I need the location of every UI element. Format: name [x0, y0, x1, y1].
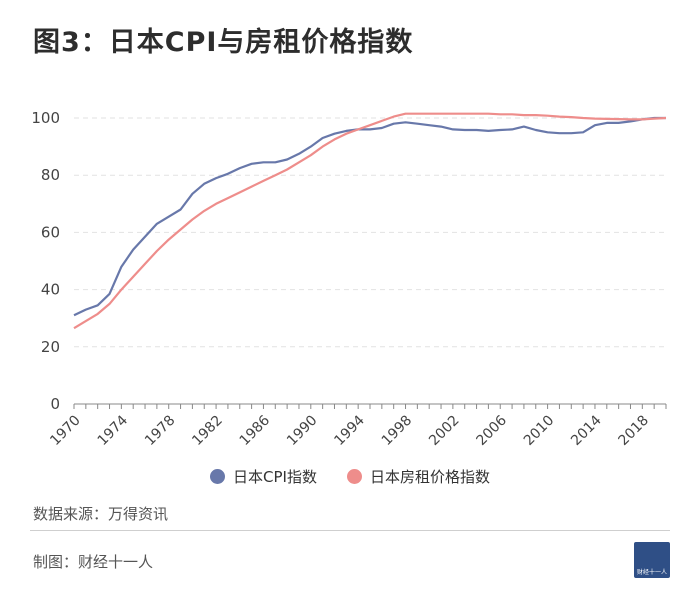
legend-marker-cpi [210, 469, 226, 484]
chart-title: 图3：日本CPI与房租价格指数 [33, 27, 414, 58]
x-tick-label-1990: 1990 [284, 412, 321, 449]
legend-label-cpi: 日本CPI指数 [233, 468, 317, 486]
chart-credit: 制图：财经十一人 [33, 553, 154, 571]
x-tick-label-1970: 1970 [47, 412, 84, 449]
y-tick-label-40: 40 [41, 281, 60, 299]
x-tick-label-1998: 1998 [379, 412, 416, 449]
x-tick-label-2002: 2002 [426, 412, 463, 449]
y-tick-label-0: 0 [50, 395, 60, 413]
y-tick-label-100: 100 [31, 109, 60, 127]
y-tick-label-20: 20 [41, 338, 60, 356]
line-chart: 0 20 40 60 80 100 1970 1974 1978 1982 1986 1990 1994… [31, 109, 667, 449]
x-tick-label-1974: 1974 [95, 412, 132, 449]
chart-legend: 日本CPI指数 日本房租价格指数 [0, 466, 700, 487]
legend-item-cpi[interactable]: 日本CPI指数 [210, 466, 317, 487]
x-tick-label-1994: 1994 [331, 412, 368, 449]
x-tick-label-1986: 1986 [237, 412, 274, 449]
y-tick-label-80: 80 [41, 166, 60, 184]
x-tick-label-1978: 1978 [142, 412, 179, 449]
legend-item-rent[interactable]: 日本房租价格指数 [346, 466, 490, 487]
x-tick-label-1982: 1982 [189, 412, 226, 449]
x-tick-label-2006: 2006 [473, 412, 510, 449]
series-line-cpi [73, 116, 666, 317]
legend-label-rent: 日本房租价格指数 [369, 468, 490, 486]
x-tick-label-2014: 2014 [568, 412, 605, 449]
x-tick-label-2010: 2010 [521, 412, 558, 449]
footer-divider [30, 530, 670, 531]
y-tick-label-60: 60 [41, 223, 60, 241]
legend-marker-rent [346, 469, 362, 484]
x-tick-label-2018: 2018 [616, 412, 653, 449]
series-line-rent [73, 112, 667, 330]
data-source: 数据来源：万得资讯 [33, 505, 169, 523]
logo-text: 财经十一人 [636, 569, 667, 576]
publisher-logo: 财经十一人 [634, 542, 670, 578]
